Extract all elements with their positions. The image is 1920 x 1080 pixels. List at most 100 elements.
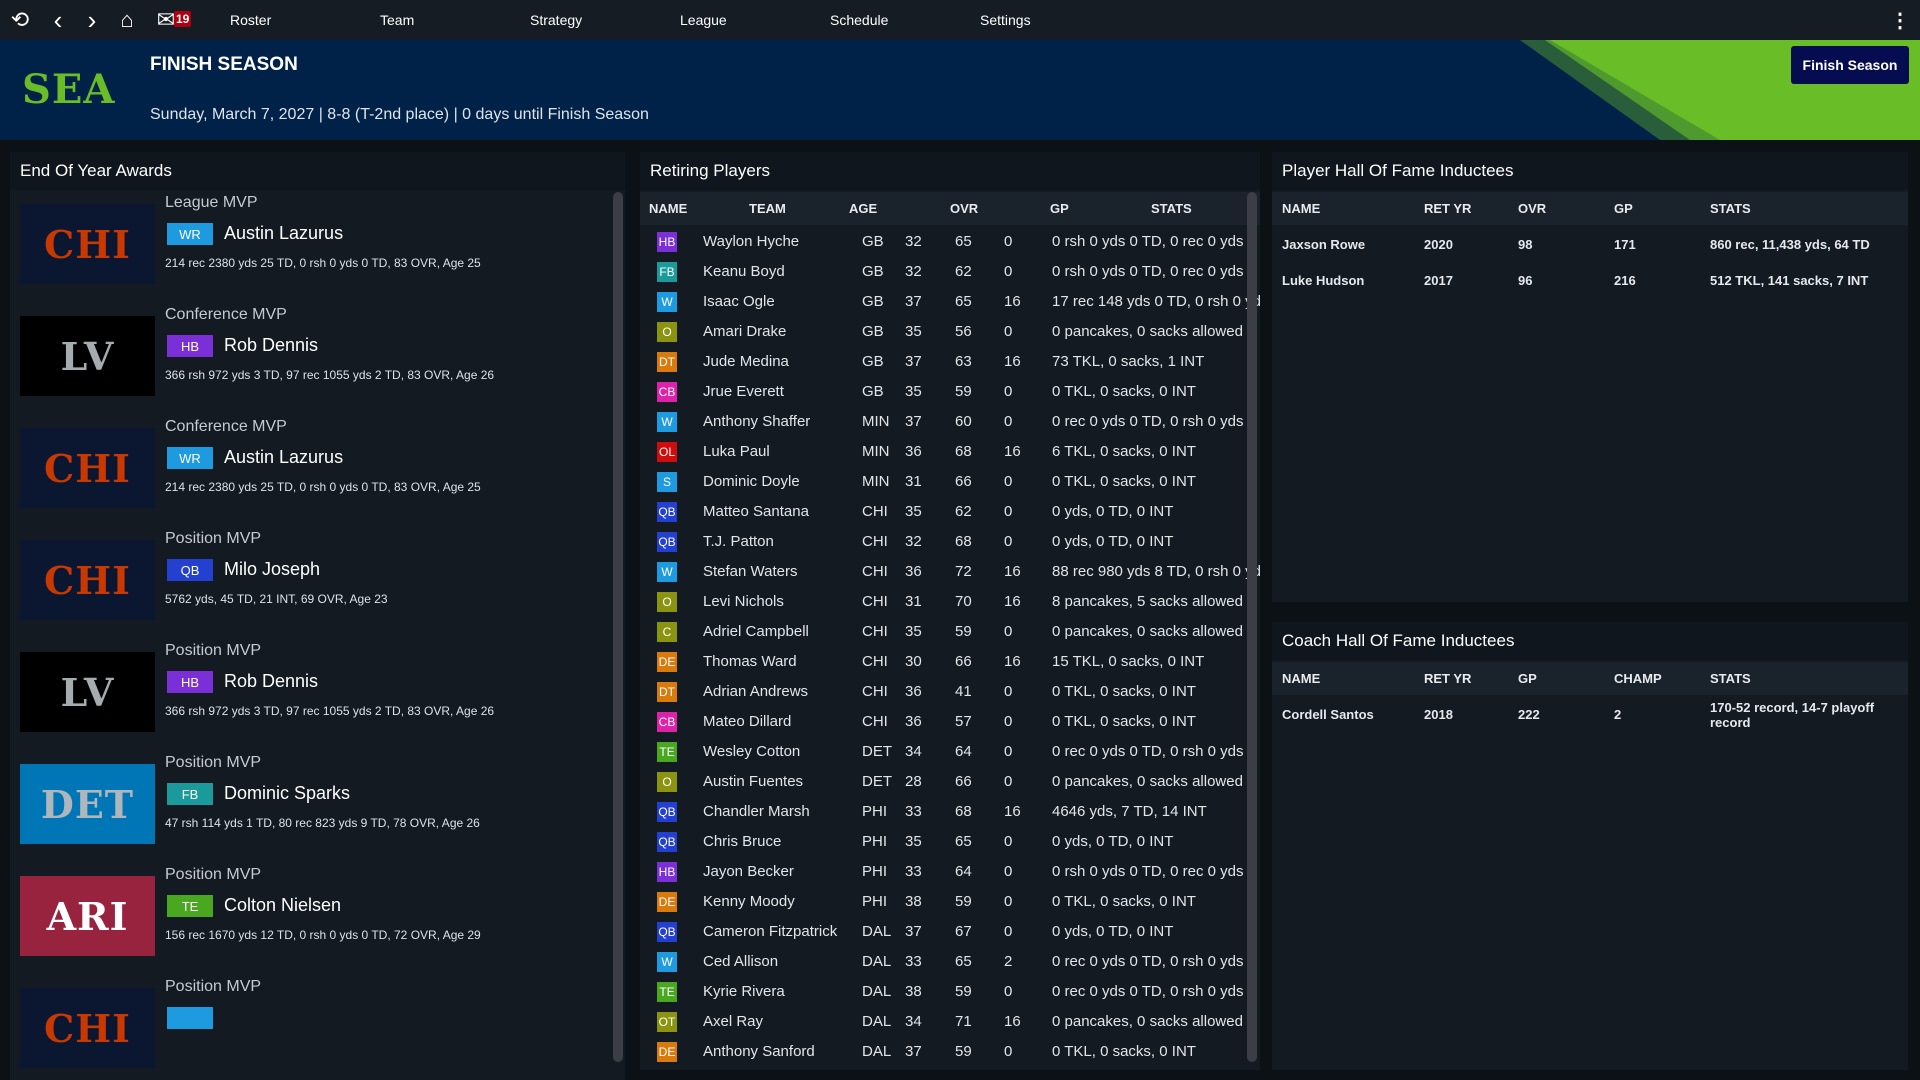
back-icon[interactable]: ‹ bbox=[53, 4, 63, 35]
table-row[interactable]: HB Waylon Hyche GB 32 65 0 0 rsh 0 yds 0 TD, 0… bbox=[640, 227, 1256, 257]
player-name[interactable]: Kyrie Rivera bbox=[703, 983, 785, 1000]
player-name[interactable]: Mateo Dillard bbox=[703, 713, 792, 730]
table-row[interactable]: TE Wesley Cotton DET 34 64 0 0 rec 0 yds 0 TD,… bbox=[640, 737, 1256, 767]
player-name[interactable]: Anthony Shaffer bbox=[703, 413, 811, 430]
more-menu-icon[interactable]: ⋮ bbox=[1890, 9, 1910, 32]
col-stats[interactable]: STATS bbox=[1710, 671, 1751, 686]
table-row[interactable]: W Ced Allison DAL 33 65 2 0 rec 0 yds 0 TD, 0 … bbox=[640, 947, 1256, 977]
player-name[interactable]: Adriel Campbell bbox=[703, 623, 809, 640]
player-name[interactable]: Ced Allison bbox=[703, 953, 779, 970]
table-row[interactable]: DT Jude Medina GB 37 63 16 73 TKL, 0 sacks, 1 … bbox=[640, 347, 1245, 377]
table-row[interactable]: DE Anthony Sanford DAL 37 59 0 0 TKL, 0 sacks,… bbox=[640, 1037, 1245, 1067]
award-card[interactable]: CHI Conference MVP WR Austin Lazurus 214 rec… bbox=[10, 414, 610, 520]
player-name[interactable]: Rob Dennis bbox=[224, 671, 319, 691]
nav-roster[interactable]: Roster bbox=[230, 12, 272, 28]
col-name[interactable]: NAME bbox=[1282, 671, 1321, 686]
table-row[interactable]: QB T.J. Patton CHI 32 68 0 0 yds, 0 TD, 0 INT bbox=[640, 527, 1245, 557]
nav-strategy[interactable]: Strategy bbox=[530, 12, 583, 28]
player-name[interactable]: Austin Lazurus bbox=[224, 447, 344, 467]
player-name[interactable]: Amari Drake bbox=[703, 323, 787, 340]
player-name[interactable]: Adrian Andrews bbox=[703, 683, 809, 700]
player-name[interactable]: Thomas Ward bbox=[703, 653, 797, 670]
award-card[interactable]: DET Position MVP FB Dominic Sparks 47 rsh 11… bbox=[10, 750, 610, 856]
nav-league[interactable]: League bbox=[680, 12, 727, 28]
table-row[interactable]: W Stefan Waters CHI 36 72 16 88 rec 980 yds 8 … bbox=[640, 557, 1260, 587]
player-name[interactable]: Colton Nielsen bbox=[224, 895, 342, 915]
player-name[interactable]: Austin Lazurus bbox=[224, 223, 344, 243]
player-name[interactable]: Jude Medina bbox=[703, 353, 789, 370]
table-row[interactable]: CB Mateo Dillard CHI 36 57 0 0 TKL, 0 sacks, 0… bbox=[640, 707, 1245, 737]
player-name[interactable]: Kenny Moody bbox=[703, 893, 795, 910]
table-row[interactable]: O Amari Drake GB 35 56 0 0 pancakes, 0 sacks a… bbox=[640, 317, 1245, 347]
table-row[interactable]: DT Adrian Andrews CHI 36 41 0 0 TKL, 0 sacks, … bbox=[640, 677, 1245, 707]
award-card[interactable]: LV Conference MVP HB Rob Dennis 366 rsh 972 … bbox=[10, 302, 610, 408]
awards-scrollbar[interactable] bbox=[613, 192, 623, 1062]
table-row[interactable]: CB Jrue Everett GB 35 59 0 0 TKL, 0 sacks, 0 I… bbox=[640, 377, 1245, 407]
table-row[interactable]: W Anthony Shaffer MIN 37 60 0 0 rec 0 yds 0 TD… bbox=[640, 407, 1256, 437]
table-row[interactable]: QB Chandler Marsh PHI 33 68 16 4646 yds, 7 TD,… bbox=[640, 797, 1245, 827]
player-name[interactable]: Dominic Doyle bbox=[703, 473, 800, 490]
col-champ[interactable]: CHAMP bbox=[1614, 671, 1662, 686]
col-age[interactable]: AGE bbox=[849, 201, 878, 216]
nav-settings[interactable]: Settings bbox=[980, 12, 1031, 28]
table-row[interactable]: DE Thomas Ward CHI 30 66 16 15 TKL, 0 sacks, 0… bbox=[640, 647, 1245, 677]
award-card[interactable]: ARI Position MVP TE Colton Nielsen 156 rec 1… bbox=[10, 862, 610, 968]
table-row[interactable]: QB Cameron Fitzpatrick DAL 37 67 0 0 yds, 0 TD… bbox=[640, 917, 1245, 947]
retiring-scrollbar[interactable] bbox=[1247, 192, 1257, 1062]
col-ret-yr[interactable]: RET YR bbox=[1424, 671, 1472, 686]
player-name[interactable]: Matteo Santana bbox=[703, 503, 809, 520]
forward-icon[interactable]: › bbox=[87, 4, 97, 35]
player-name[interactable]: Keanu Boyd bbox=[703, 263, 785, 280]
table-row[interactable]: OT Axel Ray DAL 34 71 16 0 pancakes, 0 sacks a… bbox=[640, 1007, 1245, 1037]
award-card[interactable]: CHI Position MVP bbox=[10, 974, 610, 1080]
col-gp[interactable]: GP bbox=[1050, 201, 1069, 216]
player-name[interactable]: Axel Ray bbox=[703, 1013, 764, 1030]
player-name[interactable]: Chris Bruce bbox=[703, 833, 782, 850]
table-row[interactable]: TE Kyrie Rivera DAL 38 59 0 0 rec 0 yds 0 TD, … bbox=[640, 977, 1256, 1007]
home-icon[interactable]: ⌂ bbox=[120, 7, 134, 32]
player-name[interactable]: Anthony Sanford bbox=[703, 1043, 815, 1060]
table-row[interactable]: QB Matteo Santana CHI 35 62 0 0 yds, 0 TD, 0 I… bbox=[640, 497, 1245, 527]
player-name[interactable]: Jrue Everett bbox=[703, 383, 784, 400]
player-name[interactable]: Chandler Marsh bbox=[703, 803, 810, 820]
table-row[interactable]: DE Kenny Moody PHI 38 59 0 0 TKL, 0 sacks, 0 I… bbox=[640, 887, 1245, 917]
col-ovr[interactable]: OVR bbox=[950, 201, 979, 216]
table-row[interactable]: Jaxson Rowe 2020 98 171 860 rec, 11,438 yds,… bbox=[1272, 228, 1908, 264]
award-card[interactable]: CHI League MVP WR Austin Lazurus 214 rec 238… bbox=[10, 190, 610, 296]
player-name[interactable]: Rob Dennis bbox=[224, 335, 319, 355]
table-row[interactable]: O Austin Fuentes DET 28 66 0 0 pancakes, 0 sac… bbox=[640, 767, 1245, 797]
table-row[interactable]: C Adriel Campbell CHI 35 59 0 0 pancakes, 0 sa… bbox=[640, 617, 1245, 647]
mail-icon[interactable]: ✉ bbox=[156, 7, 176, 32]
player-name[interactable]: Luka Paul bbox=[703, 443, 770, 460]
col-name[interactable]: NAME bbox=[649, 201, 688, 216]
table-row[interactable]: OL Luka Paul MIN 36 68 16 6 TKL, 0 sacks, 0 IN… bbox=[640, 437, 1245, 467]
player-name[interactable]: T.J. Patton bbox=[703, 533, 774, 550]
table-row[interactable]: FB Keanu Boyd GB 32 62 0 0 rsh 0 yds 0 TD, 0 r… bbox=[640, 257, 1256, 287]
history-icon[interactable]: ⟲ bbox=[10, 7, 30, 32]
nav-schedule[interactable]: Schedule bbox=[830, 12, 889, 28]
table-row[interactable]: QB Chris Bruce PHI 35 65 0 0 yds, 0 TD, 0 INT bbox=[640, 827, 1245, 857]
col-ret-yr[interactable]: RET YR bbox=[1424, 201, 1472, 216]
player-name[interactable]: Waylon Hyche bbox=[703, 233, 800, 250]
table-row[interactable]: W Isaac Ogle GB 37 65 16 17 rec 148 yds 0 TD, … bbox=[640, 287, 1260, 317]
player-name[interactable]: Cameron Fitzpatrick bbox=[703, 923, 838, 940]
table-row[interactable]: S Dominic Doyle MIN 31 66 0 0 TKL, 0 sacks, 0 … bbox=[640, 467, 1245, 497]
award-card[interactable]: LV Position MVP HB Rob Dennis 366 rsh 972 yd… bbox=[10, 638, 610, 744]
player-name[interactable]: Isaac Ogle bbox=[703, 293, 775, 310]
player-name[interactable]: Austin Fuentes bbox=[703, 773, 804, 790]
col-stats[interactable]: STATS bbox=[1151, 201, 1192, 216]
col-name[interactable]: NAME bbox=[1282, 201, 1321, 216]
col-stats[interactable]: STATS bbox=[1710, 201, 1751, 216]
player-name[interactable]: Stefan Waters bbox=[703, 563, 798, 580]
col-team[interactable]: TEAM bbox=[749, 201, 786, 216]
table-row[interactable]: O Levi Nichols CHI 31 70 16 8 pancakes, 5 sack… bbox=[640, 587, 1245, 617]
col-gp[interactable]: GP bbox=[1518, 671, 1537, 686]
player-name[interactable]: Wesley Cotton bbox=[703, 743, 801, 760]
award-card[interactable]: CHI Position MVP QB Milo Joseph 5762 yds, 45… bbox=[10, 526, 610, 632]
player-name[interactable]: Levi Nichols bbox=[703, 593, 784, 610]
table-row[interactable]: HB Jayon Becker PHI 33 64 0 0 rsh 0 yds 0 TD, … bbox=[640, 857, 1256, 887]
player-name[interactable]: Dominic Sparks bbox=[224, 783, 351, 803]
finish-season-button[interactable]: Finish Season bbox=[1791, 46, 1909, 84]
col-gp[interactable]: GP bbox=[1614, 201, 1633, 216]
table-row[interactable]: Luke Hudson 2017 96 216 512 TKL, 141 sacks, … bbox=[1272, 264, 1908, 300]
